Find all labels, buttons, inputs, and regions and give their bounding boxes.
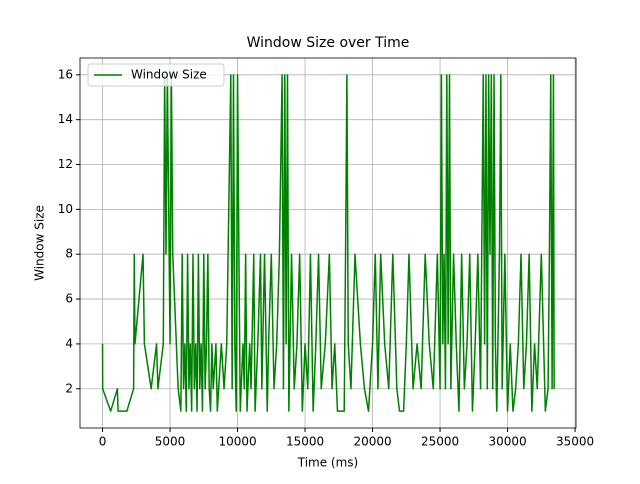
x-tick-label: 15000 (286, 435, 324, 449)
legend-box (87, 63, 225, 87)
y-tick-label: 16 (58, 67, 73, 81)
y-tick-label: 14 (58, 112, 73, 126)
chart-title: Window Size over Time (247, 35, 410, 51)
x-tick-label: 25000 (421, 435, 459, 449)
legend-label: Window Size (131, 68, 207, 82)
y-tick-label: 12 (58, 157, 73, 171)
axes-frame (79, 57, 577, 429)
y-tick-label: 6 (65, 292, 73, 306)
data-line (101, 74, 555, 412)
x-axis-label: Time (ms) (297, 456, 359, 470)
x-tick-label: 35000 (556, 435, 594, 449)
x-tick-label: 20000 (353, 435, 391, 449)
y-tick-label: 4 (65, 336, 73, 350)
y-tick-label: 8 (65, 247, 73, 261)
y-axis-label: Window Size (33, 205, 47, 281)
x-tick-label: 10000 (218, 435, 256, 449)
y-tick-label: 2 (65, 381, 73, 395)
x-tick-label: 0 (99, 435, 107, 449)
x-tick-label: 5000 (155, 435, 186, 449)
x-tick-label: 30000 (488, 435, 526, 449)
y-tick-label: 10 (58, 202, 73, 216)
